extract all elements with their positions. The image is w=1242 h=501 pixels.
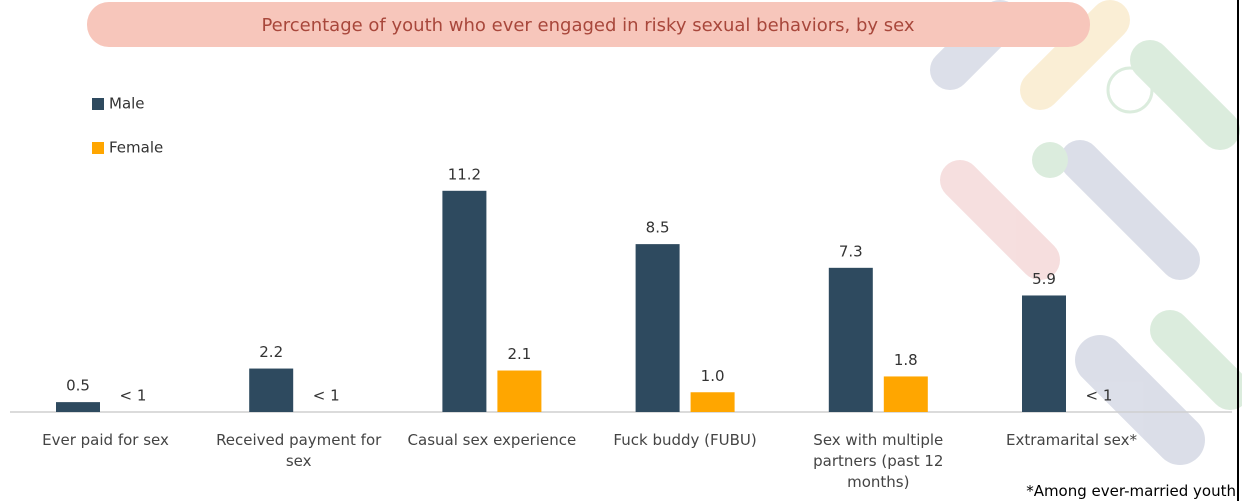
chart-title: Percentage of youth who ever engaged in … <box>261 15 914 36</box>
x-tick-label: Extramarital sex* <box>1006 431 1137 449</box>
bar <box>635 244 680 412</box>
legend-label: Female <box>109 139 163 157</box>
legend-label: Male <box>109 95 145 113</box>
bar <box>828 267 873 412</box>
value-label: < 1 <box>1086 387 1113 405</box>
value-label: 8.5 <box>646 219 670 237</box>
x-tick-label: Sex with multiple partners (past 12 mont… <box>813 431 944 491</box>
value-label: 5.9 <box>1032 270 1056 288</box>
x-tick-label: Received payment for sex <box>216 431 382 470</box>
value-label: < 1 <box>120 387 147 405</box>
title-banner <box>87 2 1090 47</box>
value-label: 7.3 <box>839 242 863 260</box>
bar <box>249 368 294 412</box>
value-label: 1.0 <box>701 367 725 385</box>
value-label: 1.8 <box>894 351 918 369</box>
x-tick-label: Fuck buddy (FUBU) <box>613 431 757 449</box>
bar <box>1022 295 1066 412</box>
x-tick-label: Casual sex experience <box>407 431 577 449</box>
value-label: 0.5 <box>66 377 90 395</box>
legend-swatch <box>92 142 104 154</box>
bar <box>56 402 100 412</box>
bar <box>442 190 487 412</box>
value-label: < 1 <box>313 387 340 405</box>
legend-swatch <box>92 98 104 110</box>
x-tick-label: Ever paid for sex <box>42 431 169 449</box>
value-label: 2.2 <box>259 343 283 361</box>
value-label: 2.1 <box>507 345 531 363</box>
value-label: 11.2 <box>448 165 481 183</box>
footnote: *Among ever-married youth <box>1026 482 1236 500</box>
bar <box>690 392 735 412</box>
bar <box>883 376 928 412</box>
bar <box>497 370 542 412</box>
background-decoration <box>930 0 1242 465</box>
